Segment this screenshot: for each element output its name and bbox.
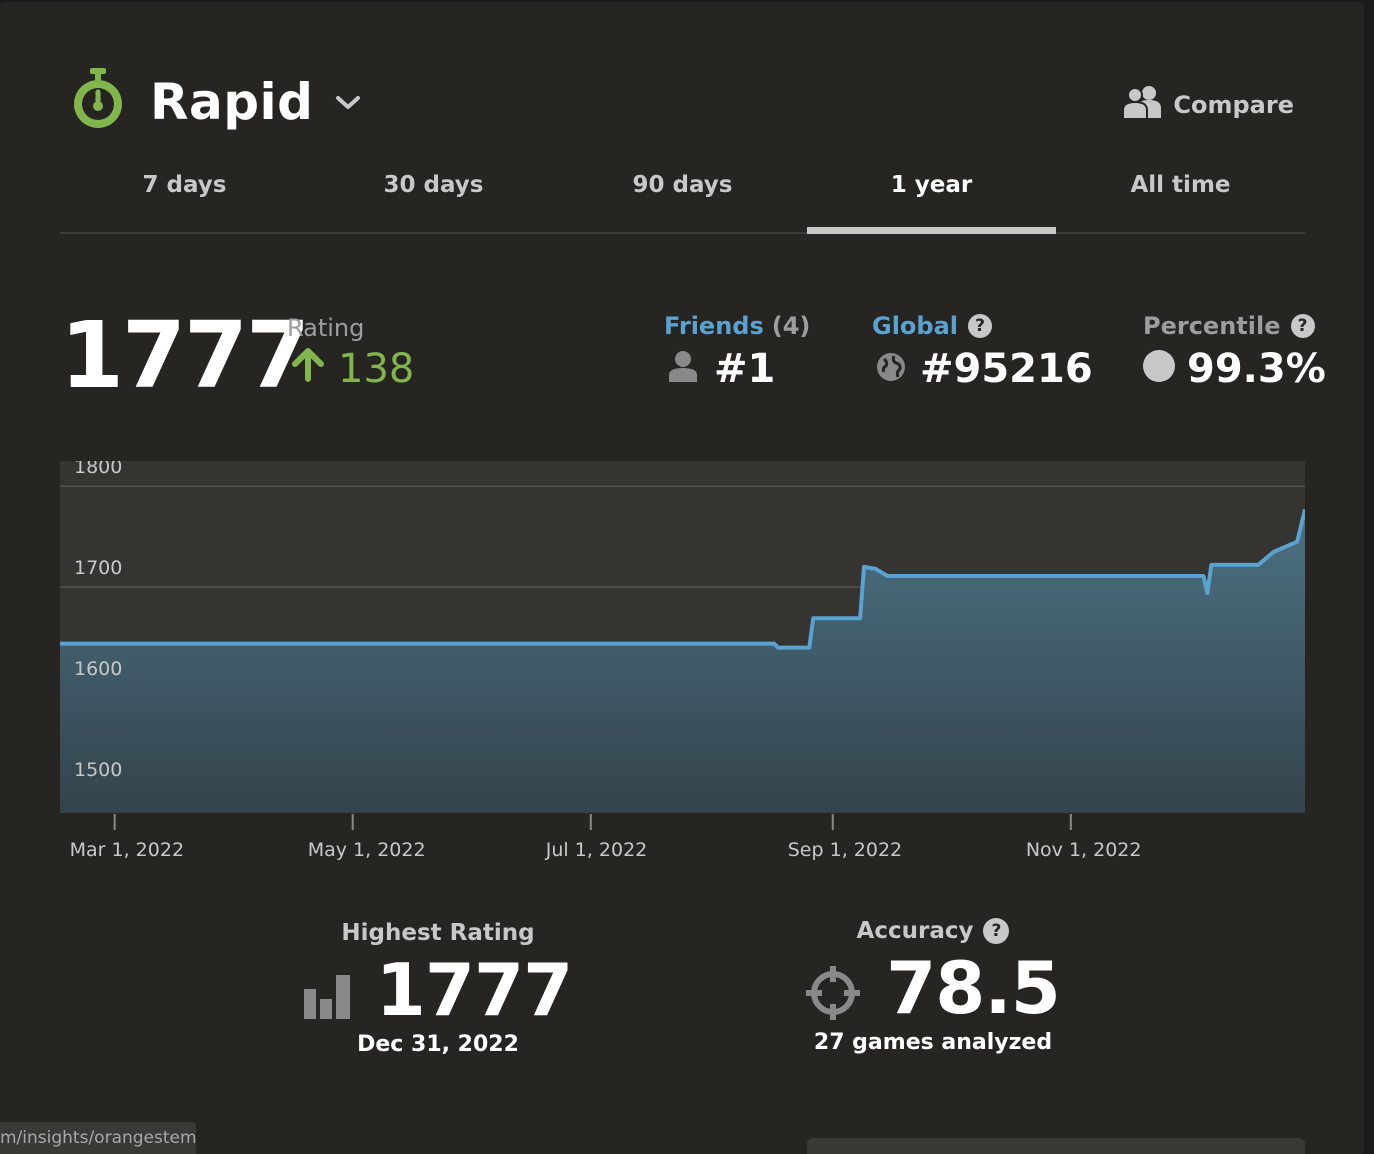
y-tick-label-1700: 1700	[74, 557, 122, 579]
y-tick-label-1600: 1600	[74, 658, 122, 680]
tab-all-time[interactable]: All time	[1130, 172, 1231, 198]
global-stat: Global ? #95216	[872, 312, 1093, 392]
y-tick-label-1500: 1500	[74, 759, 122, 781]
x-tick-label-2: Jul 1, 2022	[545, 839, 648, 861]
crosshair-icon	[806, 966, 861, 1024]
x-tick-label-4: Nov 1, 2022	[1026, 839, 1142, 861]
scrollbar[interactable]	[1364, 0, 1374, 1154]
percentile-stat: Percentile ? 99.3%	[1143, 312, 1326, 392]
time-range-tabs: 7 days 30 days 90 days 1 year All time	[60, 152, 1305, 234]
games-analyzed: 27 games analyzed	[813, 1030, 1053, 1055]
x-tick-label-0: Mar 1, 2022	[70, 839, 184, 861]
user-icon	[668, 346, 698, 392]
help-icon[interactable]: ?	[983, 918, 1010, 944]
highest-rating-value: 1777	[375, 948, 573, 1032]
status-bar-url: m/insights/orangestem	[0, 1122, 196, 1154]
global-link[interactable]: Global	[872, 312, 959, 340]
rating-change-value: 138	[338, 346, 415, 392]
x-tick-label-3: Sep 1, 2022	[788, 839, 902, 861]
global-rank: #95216	[920, 346, 1093, 392]
accuracy-stat: Accuracy ? 78.5 27 games analyzed	[795, 918, 1071, 1055]
friends-stat: Friends (4) #1	[664, 312, 810, 392]
tab-7-days[interactable]: 7 days	[142, 172, 227, 198]
friends-rank: #1	[714, 346, 776, 392]
tab-30-days[interactable]: 30 days	[383, 172, 484, 198]
help-icon[interactable]: ?	[968, 314, 993, 338]
current-rating: 1777	[60, 302, 310, 409]
stopwatch-icon	[70, 68, 126, 136]
users-icon	[1121, 84, 1173, 126]
tab-1-year[interactable]: 1 year	[807, 152, 1056, 234]
rating-chart[interactable]: 1800 1700 1600 1500 Mar 1, 2022 May 1, 2022 Ju…	[60, 456, 1307, 881]
y-tick-label-1800: 1800	[74, 461, 122, 478]
compare-button[interactable]: Compare	[1121, 84, 1294, 126]
bar-chart-icon	[303, 975, 352, 1023]
chevron-down-icon[interactable]	[335, 95, 361, 115]
tab-90-days[interactable]: 90 days	[632, 172, 733, 198]
compare-label: Compare	[1173, 91, 1294, 119]
rating-change: 138	[290, 346, 414, 392]
game-type-header[interactable]: Rapid	[70, 68, 361, 136]
globe-icon	[876, 346, 906, 392]
friends-count: (4)	[771, 312, 811, 340]
rating-chart-svg[interactable]: 1800 1700 1600 1500 Mar 1, 2022 May 1, 2022 Ju…	[60, 456, 1307, 881]
x-tick-label-1: May 1, 2022	[308, 839, 426, 861]
rating-label: Rating	[287, 314, 365, 342]
game-type-title: Rapid	[150, 73, 314, 131]
accuracy-label: Accuracy	[856, 918, 974, 944]
accuracy-value: 78.5	[886, 946, 1061, 1030]
percentile-label: Percentile	[1143, 312, 1281, 340]
pie-icon	[1143, 346, 1175, 392]
rating-area	[60, 509, 1305, 814]
arrow-up-icon	[290, 346, 338, 392]
percentile-value: 99.3%	[1187, 346, 1326, 392]
rating-line	[60, 508, 1307, 650]
highest-rating-date: Dec 31, 2022	[357, 1032, 519, 1057]
help-icon[interactable]: ?	[1290, 314, 1315, 338]
highest-rating-label: Highest Rating	[341, 920, 535, 946]
highest-rating-stat: Highest Rating 1777 Dec 31, 2022	[290, 920, 586, 1057]
friends-link[interactable]: Friends	[664, 312, 764, 340]
next-card	[807, 1138, 1305, 1154]
